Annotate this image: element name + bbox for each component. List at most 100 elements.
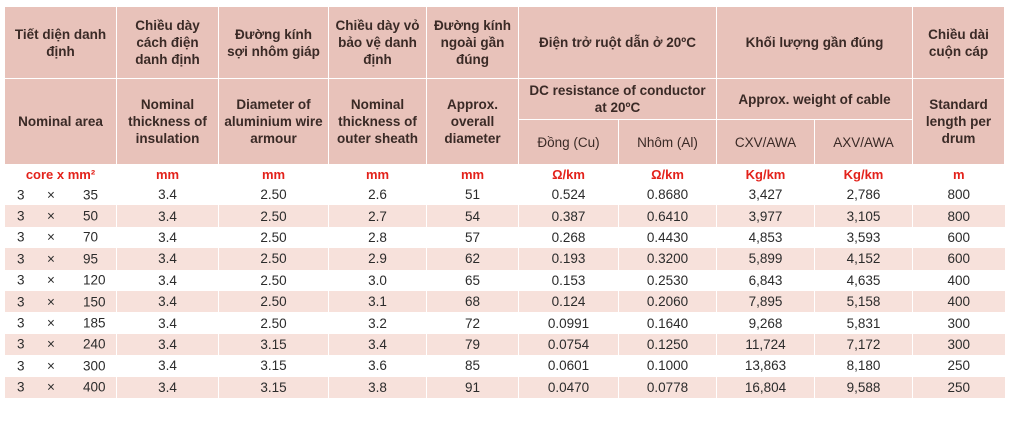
length-cell: 400 — [912, 290, 1005, 313]
armour-cell: 2.50 — [218, 184, 329, 206]
resistance-cu-cell: 0.0991 — [518, 312, 619, 334]
sheath-cell: 3.4 — [328, 333, 427, 356]
size-cell: 3 × 70 — [4, 226, 117, 249]
insulation-cell: 3.4 — [116, 312, 219, 334]
length-cell: 400 — [912, 269, 1005, 291]
table-row: 3 × 35 3.4 2.50 2.6 51 0.524 0.8680 3,427 2,786 800 — [4, 184, 1005, 206]
times-sign: × — [47, 379, 55, 395]
header-resistance-en: DC resistance of conductor at 20ºC — [518, 78, 717, 120]
times-sign: × — [47, 229, 55, 245]
length-cell: 600 — [912, 226, 1005, 249]
core-count: 3 — [17, 208, 25, 224]
resistance-al-cell: 0.3200 — [618, 248, 717, 270]
header-aluminium: Nhôm (Al) — [618, 119, 717, 165]
times-sign: × — [47, 294, 55, 310]
unit-resistance-cu: Ω/km — [518, 164, 619, 184]
header-row-vietnamese: Tiết diện danh định Chiều dày cách điện … — [4, 6, 1006, 79]
sheath-cell: 3.1 — [328, 290, 427, 313]
length-cell: 300 — [912, 333, 1005, 356]
length-cell: 250 — [912, 355, 1005, 377]
resistance-al-cell: 0.8680 — [618, 184, 717, 206]
header-armour-vi: Đường kính sợi nhôm giáp — [218, 6, 329, 79]
unit-length: m — [912, 164, 1005, 184]
resistance-al-cell: 0.1640 — [618, 312, 717, 334]
times-sign: × — [47, 208, 55, 224]
cross-section: 185 — [83, 315, 106, 331]
header-resistance-vi: Điện trở ruột dẫn ở 20ºC — [518, 6, 717, 79]
weight-axv-cell: 2,786 — [813, 184, 913, 206]
core-count: 3 — [17, 187, 25, 203]
header-armour-en: Diameter of aluminium wire armour — [218, 78, 329, 165]
times-sign: × — [47, 358, 55, 374]
armour-cell: 2.50 — [218, 269, 329, 291]
armour-cell: 2.50 — [218, 226, 329, 249]
size-cell: 3 × 50 — [4, 205, 117, 227]
insulation-cell: 3.4 — [116, 205, 219, 227]
weight-axv-cell: 4,635 — [813, 269, 913, 291]
unit-armour: mm — [218, 164, 329, 184]
diameter-cell: 57 — [426, 226, 519, 249]
weight-cxv-cell: 3,977 — [716, 205, 815, 227]
cross-section: 70 — [83, 229, 99, 245]
table-row: 3 × 300 3.4 3.15 3.6 85 0.0601 0.1000 13,863 8,180… — [4, 355, 1005, 377]
unit-diameter: mm — [426, 164, 519, 184]
size-cell: 3 × 150 — [4, 290, 117, 313]
table-row: 3 × 70 3.4 2.50 2.8 57 0.268 0.4430 4,853 3,593 600 — [4, 226, 1005, 249]
diameter-cell: 79 — [426, 333, 519, 356]
table-row: 3 × 400 3.4 3.15 3.8 91 0.0470 0.0778 16,804 9,588… — [4, 376, 1005, 398]
resistance-al-cell: 0.4430 — [618, 226, 717, 249]
resistance-al-cell: 0.0778 — [618, 376, 717, 398]
length-cell: 800 — [912, 205, 1005, 227]
insulation-cell: 3.4 — [116, 184, 219, 206]
size-cell: 3 × 120 — [4, 269, 117, 291]
resistance-cu-cell: 0.0754 — [518, 333, 619, 356]
size-cell: 3 × 240 — [4, 333, 117, 356]
weight-axv-cell: 5,158 — [813, 290, 913, 313]
unit-insulation: mm — [116, 164, 219, 184]
weight-cxv-cell: 4,853 — [716, 226, 815, 249]
weight-cxv-cell: 16,804 — [716, 376, 815, 398]
length-cell: 300 — [912, 312, 1005, 334]
diameter-cell: 51 — [426, 184, 519, 206]
header-copper: Đồng (Cu) — [518, 119, 619, 165]
header-row-english: Nominal area Nominal thickness of insula… — [4, 78, 1006, 165]
armour-cell: 2.50 — [218, 205, 329, 227]
sheath-cell: 2.9 — [328, 248, 427, 270]
cable-spec-table: Tiết diện danh định Chiều dày cách điện … — [4, 6, 1006, 398]
table-body: 3 × 35 3.4 2.50 2.6 51 0.524 0.8680 3,427 2,786 800… — [4, 184, 1005, 398]
cross-section: 95 — [83, 251, 99, 267]
size-cell: 3 × 300 — [4, 355, 117, 377]
resistance-cu-cell: 0.0470 — [518, 376, 619, 398]
unit-area: core x mm² — [4, 164, 117, 184]
table-row: 3 × 120 3.4 2.50 3.0 65 0.153 0.2530 6,843 4,635 40… — [4, 269, 1005, 291]
insulation-cell: 3.4 — [116, 248, 219, 270]
sheath-cell: 3.6 — [328, 355, 427, 377]
size-cell: 3 × 35 — [4, 184, 117, 206]
table-row: 3 × 150 3.4 2.50 3.1 68 0.124 0.2060 7,895 5,158 40… — [4, 290, 1005, 313]
armour-cell: 3.15 — [218, 376, 329, 398]
resistance-al-cell: 0.1250 — [618, 333, 717, 356]
sheath-cell: 3.0 — [328, 269, 427, 291]
header-sheath-vi: Chiều dày vỏ bảo vệ danh định — [328, 6, 427, 79]
armour-cell: 2.50 — [218, 290, 329, 313]
resistance-al-cell: 0.6410 — [618, 205, 717, 227]
insulation-cell: 3.4 — [116, 333, 219, 356]
cross-section: 400 — [83, 379, 106, 395]
times-sign: × — [47, 251, 55, 267]
resistance-cu-cell: 0.524 — [518, 184, 619, 206]
core-count: 3 — [17, 272, 25, 288]
core-count: 3 — [17, 251, 25, 267]
header-axv-awa: AXV/AWA — [813, 119, 914, 165]
cross-section: 120 — [83, 272, 106, 288]
weight-axv-cell: 3,593 — [813, 226, 913, 249]
core-count: 3 — [17, 336, 25, 352]
table-row: 3 × 95 3.4 2.50 2.9 62 0.193 0.3200 5,899 4,152 600 — [4, 248, 1005, 270]
table-row: 3 × 185 3.4 2.50 3.2 72 0.0991 0.1640 9,268 5,831 3… — [4, 312, 1005, 334]
core-count: 3 — [17, 379, 25, 395]
armour-cell: 3.15 — [218, 355, 329, 377]
sheath-cell: 2.8 — [328, 226, 427, 249]
table-row: 3 × 240 3.4 3.15 3.4 79 0.0754 0.1250 11,724 7,172… — [4, 333, 1005, 356]
core-count: 3 — [17, 358, 25, 374]
cross-section: 150 — [83, 294, 106, 310]
length-cell: 250 — [912, 376, 1005, 398]
